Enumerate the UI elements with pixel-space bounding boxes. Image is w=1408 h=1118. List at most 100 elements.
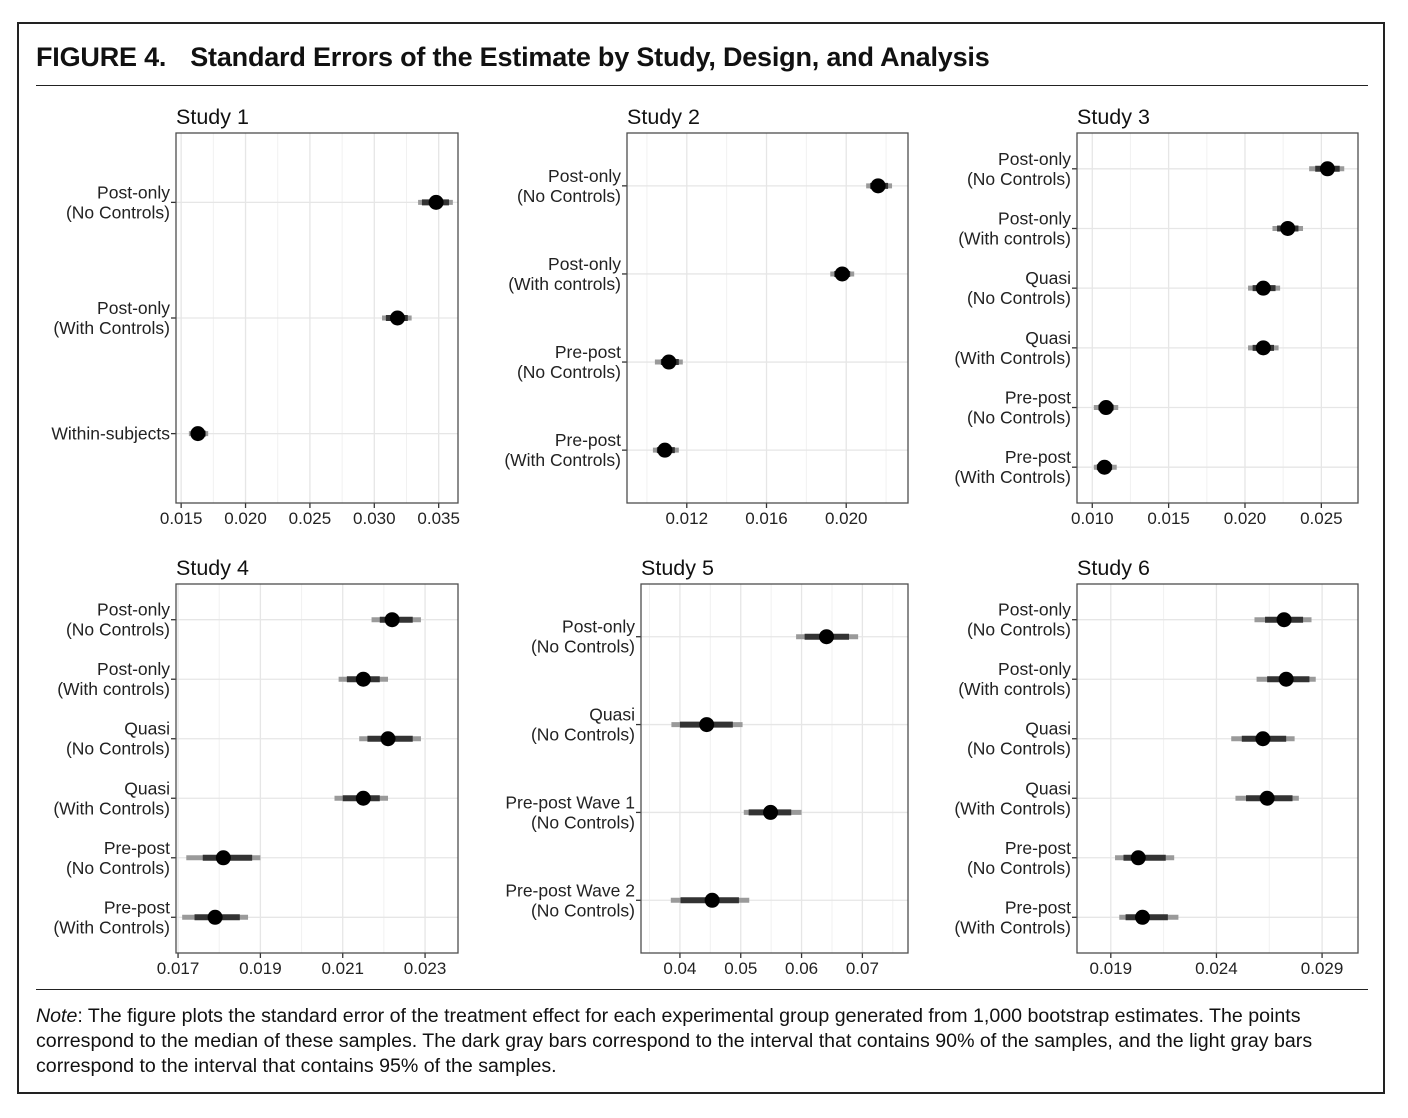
note-rule — [36, 989, 1368, 990]
row-label: Quasi — [1025, 778, 1071, 798]
median-point — [384, 612, 400, 628]
x-tick-label: 0.015 — [160, 509, 203, 528]
row-label: Pre-post — [555, 342, 621, 362]
x-tick-label: 0.015 — [1147, 509, 1190, 528]
figure-title-text: Standard Errors of the Estimate by Study… — [190, 42, 990, 72]
row-label: (No Controls) — [531, 725, 635, 745]
row-label: (No Controls) — [66, 620, 170, 640]
median-point — [428, 194, 444, 210]
median-point — [834, 266, 850, 282]
panel-border — [1076, 583, 1359, 954]
median-point — [1276, 612, 1292, 628]
row-label: Pre-post — [1005, 897, 1071, 917]
figure-note: Note: The figure plots the standard erro… — [36, 1004, 1372, 1079]
panel-border — [1076, 132, 1359, 504]
median-point — [1280, 220, 1296, 236]
x-tick-label: 0.021 — [321, 959, 364, 978]
row-label: Pre-post Wave 1 — [505, 792, 635, 812]
row-label: (No Controls) — [531, 637, 635, 657]
panel-border — [640, 583, 909, 954]
figure-label: FIGURE 4. — [36, 42, 167, 72]
note-lead: Note — [36, 1005, 78, 1027]
x-tick-label: 0.025 — [289, 509, 332, 528]
x-tick-label: 0.017 — [157, 959, 200, 978]
row-label: Pre-post — [1005, 838, 1071, 858]
median-point — [704, 892, 720, 908]
row-label: Post-only — [97, 182, 170, 202]
row-label: Within-subjects — [51, 424, 170, 444]
median-point — [870, 178, 886, 194]
row-label: (No Controls) — [517, 186, 621, 206]
panel-title: Study 1 — [176, 105, 249, 129]
row-label: Pre-post — [1005, 447, 1071, 467]
median-point — [207, 909, 223, 925]
x-tick-label: 0.023 — [404, 959, 447, 978]
median-point — [355, 671, 371, 687]
row-label: (With Controls) — [53, 798, 170, 818]
panel-title: Study 5 — [641, 556, 714, 580]
row-label: (With controls) — [958, 679, 1071, 699]
x-tick-label: 0.019 — [1090, 959, 1133, 978]
row-label: (No Controls) — [517, 362, 621, 382]
x-tick-label: 0.020 — [224, 509, 267, 528]
row-label: (With controls) — [508, 274, 621, 294]
row-label: Pre-post — [104, 838, 170, 858]
row-label: Quasi — [1025, 268, 1071, 288]
median-point — [355, 790, 371, 806]
panel-title: Study 3 — [1077, 105, 1150, 129]
row-label: (No Controls) — [66, 202, 170, 222]
row-label: (No Controls) — [531, 900, 635, 920]
row-label: Post-only — [548, 254, 621, 274]
panel-border — [626, 132, 909, 504]
row-label: (With Controls) — [954, 467, 1071, 487]
figure-title: FIGURE 4. Standard Errors of the Estimate… — [36, 42, 990, 73]
median-point — [657, 442, 673, 458]
plot-area — [176, 584, 458, 953]
x-tick-label: 0.029 — [1301, 959, 1344, 978]
row-label: Quasi — [1025, 328, 1071, 348]
x-tick-label: 0.035 — [417, 509, 460, 528]
title-rule — [36, 85, 1368, 86]
median-point — [190, 426, 206, 442]
median-point — [1255, 731, 1271, 747]
panel-title: Study 2 — [627, 105, 700, 129]
panel-border — [175, 132, 459, 504]
x-tick-label: 0.05 — [724, 959, 757, 978]
row-label: Pre-post — [555, 430, 621, 450]
median-point — [389, 310, 405, 326]
row-label: (With Controls) — [53, 318, 170, 338]
plot-area — [1077, 133, 1358, 503]
row-label: (With Controls) — [504, 450, 621, 470]
row-label: Pre-post — [104, 897, 170, 917]
row-label: Quasi — [589, 705, 635, 725]
plot-area — [641, 584, 908, 953]
x-tick-label: 0.020 — [825, 509, 868, 528]
row-label: (No Controls) — [967, 858, 1071, 878]
median-point — [1130, 850, 1146, 866]
row-label: Post-only — [998, 149, 1071, 169]
panel-study-4: Study 40.017 0.019 0.021 0.023Post-only(No … — [53, 556, 459, 978]
x-tick-label: 0.010 — [1071, 509, 1114, 528]
row-label: (No Controls) — [967, 169, 1071, 189]
row-label: Post-only — [97, 298, 170, 318]
x-tick-label: 0.06 — [785, 959, 818, 978]
figure-frame — [17, 22, 1385, 1094]
row-label: (No Controls) — [967, 288, 1071, 308]
row-label: (With Controls) — [53, 917, 170, 937]
panel-title: Study 4 — [176, 556, 249, 580]
plot-area — [627, 133, 908, 503]
median-point — [1096, 459, 1112, 475]
median-point — [215, 850, 231, 866]
median-point — [1319, 161, 1335, 177]
median-point — [1278, 671, 1294, 687]
panel-title: Study 6 — [1077, 556, 1150, 580]
panel-study-1: Study 1 0.015 0.020 0.025 0.030 0.035 Post-onl… — [51, 105, 460, 528]
row-label: Post-only — [97, 659, 170, 679]
median-point — [661, 354, 677, 370]
row-label: Post-only — [998, 208, 1071, 228]
median-point — [1259, 790, 1275, 806]
